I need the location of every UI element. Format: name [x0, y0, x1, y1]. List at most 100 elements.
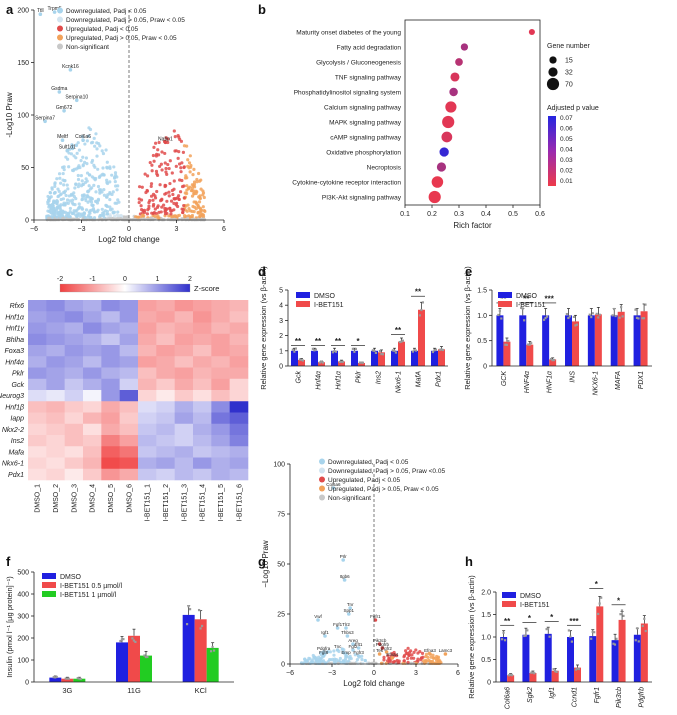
replicate-point	[320, 360, 323, 363]
heatmap-cell	[174, 300, 194, 312]
pathway-label: Necroptosis	[367, 165, 402, 172]
bar-DMSO-INS	[565, 315, 572, 366]
legend-entry: DMSO	[520, 593, 542, 600]
bar-DMSO-Pik3cb	[611, 640, 619, 682]
replicate-point	[533, 672, 536, 675]
heatmap-cell	[46, 378, 65, 391]
panel-label-h: h	[465, 554, 473, 569]
heatmap-cell	[46, 457, 65, 470]
x-tick-label: −6	[30, 226, 38, 233]
column-label: DMSO_6	[126, 484, 133, 513]
point	[75, 151, 79, 155]
heatmap-cell	[193, 435, 212, 447]
point	[80, 212, 84, 216]
replicate-point	[131, 637, 134, 640]
point	[151, 192, 156, 196]
heatmap-cell	[174, 423, 194, 436]
point	[84, 156, 88, 160]
color-bar-tick: 0.06	[560, 126, 573, 133]
z-score-tick: 1	[156, 276, 160, 283]
y-tick-label: 150	[17, 60, 29, 67]
replicate-point	[438, 348, 441, 351]
point	[85, 179, 89, 183]
legend-marker	[319, 467, 325, 474]
column-label: I-BET151_3	[181, 484, 188, 521]
replicate-point	[187, 605, 190, 608]
point	[191, 189, 196, 193]
point	[77, 202, 81, 206]
color-bar-tick: 0.01	[560, 178, 573, 185]
point	[88, 215, 92, 219]
gene-point-Gsdma	[57, 90, 62, 94]
replicate-point	[641, 317, 644, 320]
replicate-point	[354, 347, 357, 351]
y-tick-label: 2.0	[481, 590, 491, 597]
point	[200, 217, 204, 222]
point	[98, 144, 102, 148]
point	[94, 132, 98, 136]
point	[108, 180, 112, 184]
pathway-label: PI3K-Akt signaling pathway	[322, 195, 402, 202]
point	[177, 149, 181, 154]
point	[86, 189, 90, 194]
point	[306, 658, 310, 663]
point	[168, 206, 172, 210]
replicate-point	[298, 358, 301, 361]
point	[404, 649, 408, 653]
heatmap-cell	[193, 356, 212, 368]
heatmap-cell	[28, 367, 47, 380]
heatmap-cell	[193, 468, 212, 481]
heatmap-cell	[138, 468, 157, 481]
replicate-point	[321, 361, 324, 364]
gene-label-Emp: Emp	[341, 650, 351, 655]
point	[380, 661, 384, 665]
gene-point-Kcnk16	[68, 68, 73, 72]
significance-stars: **	[295, 337, 302, 346]
heatmap-cell	[83, 446, 102, 458]
replicate-point	[378, 349, 381, 353]
category-label: Sgk2	[527, 687, 534, 703]
point	[182, 165, 186, 170]
point	[393, 653, 397, 657]
replicate-point	[612, 642, 615, 645]
heatmap-cell	[101, 401, 120, 413]
point	[355, 658, 359, 662]
point	[437, 659, 441, 664]
point	[152, 145, 156, 149]
replicate-point	[381, 353, 384, 356]
point	[167, 190, 171, 194]
significance-stars: **	[523, 294, 530, 303]
z-score-tick: -1	[89, 276, 95, 283]
point	[78, 214, 82, 219]
point	[167, 166, 171, 171]
y-tick-label: 100	[17, 658, 29, 665]
row-label: Iapp	[10, 416, 24, 423]
bar-DMSO-Ccnd1	[567, 637, 574, 682]
point	[336, 661, 341, 666]
point	[374, 661, 378, 666]
gene-label-Serpina7: Serpina7	[35, 115, 55, 121]
bar-I-BET151-GCK	[503, 341, 511, 366]
y-tick-label: 2	[279, 333, 283, 340]
point	[76, 177, 81, 182]
heatmap-cell	[28, 311, 47, 323]
y-tick-label: 5	[279, 288, 283, 295]
heatmap-cell	[28, 390, 47, 402]
replicate-point	[353, 350, 356, 353]
gene-point-Tnc	[335, 648, 340, 652]
bar-DMSO-Fgfr1	[589, 636, 597, 682]
point	[68, 215, 72, 219]
point	[66, 187, 70, 191]
replicate-point	[544, 317, 547, 320]
category-label: Igf1	[549, 687, 556, 699]
heatmap-cell	[211, 412, 230, 425]
point	[101, 172, 105, 176]
point	[65, 183, 69, 187]
point	[156, 148, 160, 152]
heatmap-cell	[138, 322, 157, 335]
z-score-label: Z-score	[194, 284, 219, 293]
replicate-point	[132, 639, 135, 642]
y-tick-label: 300	[17, 614, 29, 621]
significance-stars: **	[504, 617, 511, 626]
